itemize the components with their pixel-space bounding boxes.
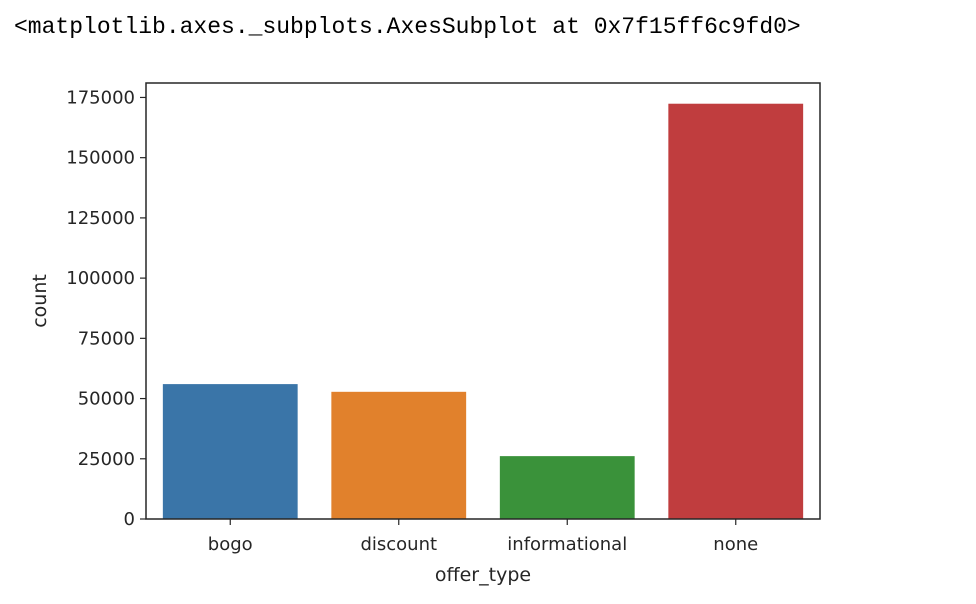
bar-none: [668, 103, 804, 520]
x-axis-ticks: bogo discount informational none: [208, 519, 758, 555]
x-tick-label: bogo: [208, 534, 253, 555]
x-tick-label: informational: [507, 534, 627, 555]
bar-discount: [331, 391, 467, 519]
y-axis-ticks: 0 25000 50000 75000 100000 125000 150000 175000: [66, 87, 146, 530]
y-tick-label: 25000: [78, 449, 135, 470]
y-tick-label: 125000: [66, 208, 135, 229]
x-tick-label: none: [713, 534, 758, 555]
bar-informational: [499, 456, 635, 519]
bar-bogo: [162, 384, 298, 519]
y-axis-label: count: [29, 274, 51, 328]
y-tick-label: 175000: [66, 87, 135, 108]
y-tick-label: 150000: [66, 148, 135, 169]
y-tick-label: 50000: [78, 389, 135, 410]
cell-output-text: <matplotlib.axes._subplots.AxesSubplot a…: [14, 14, 801, 40]
y-tick-label: 0: [124, 509, 135, 530]
y-tick-label: 75000: [78, 328, 135, 349]
y-tick-label: 100000: [66, 268, 135, 289]
bars-group: [162, 103, 804, 520]
x-axis-label: offer_type: [435, 564, 531, 586]
x-tick-label: discount: [360, 534, 437, 555]
plot-frame: [145, 82, 821, 520]
